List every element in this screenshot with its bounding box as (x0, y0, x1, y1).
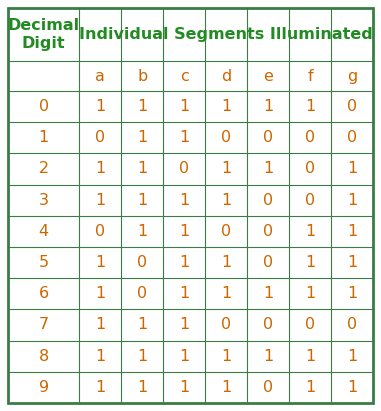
Text: 1: 1 (347, 286, 357, 301)
Text: 0: 0 (221, 317, 231, 332)
Text: 1: 1 (95, 99, 105, 114)
Text: 9: 9 (38, 380, 49, 395)
Text: 1: 1 (347, 162, 357, 176)
Text: 8: 8 (38, 349, 49, 364)
Text: 0: 0 (305, 317, 315, 332)
Text: 0: 0 (347, 99, 357, 114)
Text: 1: 1 (137, 380, 147, 395)
Text: 1: 1 (179, 224, 189, 239)
Text: 1: 1 (38, 130, 49, 145)
Text: 1: 1 (347, 349, 357, 364)
Text: 1: 1 (305, 99, 315, 114)
Text: 0: 0 (221, 224, 231, 239)
Text: 1: 1 (137, 162, 147, 176)
Text: 1: 1 (137, 130, 147, 145)
Text: 0: 0 (95, 224, 105, 239)
Text: 1: 1 (305, 286, 315, 301)
Text: Individual Segments Illuminated: Individual Segments Illuminated (79, 27, 373, 42)
Text: 2: 2 (38, 162, 49, 176)
Text: 1: 1 (137, 193, 147, 208)
Text: 0: 0 (263, 130, 273, 145)
Text: 1: 1 (137, 317, 147, 332)
Text: 1: 1 (179, 130, 189, 145)
Text: 1: 1 (305, 255, 315, 270)
Text: a: a (95, 69, 105, 83)
Text: 1: 1 (221, 255, 231, 270)
Text: 1: 1 (347, 224, 357, 239)
Text: 0: 0 (305, 130, 315, 145)
Text: 1: 1 (347, 255, 357, 270)
Text: 1: 1 (347, 380, 357, 395)
Text: 0: 0 (305, 193, 315, 208)
Text: 1: 1 (305, 224, 315, 239)
Text: 5: 5 (38, 255, 49, 270)
Text: 1: 1 (179, 255, 189, 270)
Text: 0: 0 (137, 286, 147, 301)
Text: 1: 1 (179, 349, 189, 364)
Text: Decimal
Digit: Decimal Digit (8, 18, 80, 51)
Text: 1: 1 (137, 224, 147, 239)
Text: 1: 1 (137, 99, 147, 114)
Text: 1: 1 (305, 380, 315, 395)
Text: 0: 0 (263, 224, 273, 239)
Text: 0: 0 (305, 162, 315, 176)
Text: 0: 0 (347, 130, 357, 145)
Text: 1: 1 (179, 286, 189, 301)
Text: c: c (180, 69, 189, 83)
Text: 0: 0 (263, 193, 273, 208)
Text: 1: 1 (221, 99, 231, 114)
Text: 1: 1 (179, 193, 189, 208)
Text: 1: 1 (137, 349, 147, 364)
Text: 1: 1 (221, 193, 231, 208)
Text: 1: 1 (263, 162, 273, 176)
Text: 1: 1 (263, 349, 273, 364)
Text: 1: 1 (95, 286, 105, 301)
Text: 0: 0 (179, 162, 189, 176)
Text: 0: 0 (221, 130, 231, 145)
Text: 1: 1 (179, 99, 189, 114)
Text: 7: 7 (38, 317, 49, 332)
Text: 1: 1 (263, 286, 273, 301)
Text: 1: 1 (221, 286, 231, 301)
Text: 1: 1 (95, 317, 105, 332)
Text: 1: 1 (95, 349, 105, 364)
Text: 1: 1 (263, 99, 273, 114)
Text: 0: 0 (38, 99, 49, 114)
Text: 0: 0 (95, 130, 105, 145)
Text: 1: 1 (95, 380, 105, 395)
Text: 1: 1 (95, 193, 105, 208)
Text: 3: 3 (38, 193, 49, 208)
Text: 1: 1 (179, 317, 189, 332)
Text: 1: 1 (221, 162, 231, 176)
Text: 1: 1 (95, 162, 105, 176)
Text: b: b (137, 69, 147, 83)
Text: 0: 0 (263, 380, 273, 395)
Text: d: d (221, 69, 231, 83)
Text: 6: 6 (38, 286, 49, 301)
Text: 0: 0 (263, 255, 273, 270)
Text: 0: 0 (263, 317, 273, 332)
Text: f: f (307, 69, 313, 83)
Text: 1: 1 (347, 193, 357, 208)
Text: g: g (347, 69, 357, 83)
Text: 1: 1 (221, 349, 231, 364)
Text: 1: 1 (95, 255, 105, 270)
Text: 1: 1 (179, 380, 189, 395)
Text: 4: 4 (38, 224, 49, 239)
Text: e: e (263, 69, 273, 83)
Text: 0: 0 (137, 255, 147, 270)
Text: 0: 0 (347, 317, 357, 332)
Text: 1: 1 (221, 380, 231, 395)
Text: 1: 1 (305, 349, 315, 364)
